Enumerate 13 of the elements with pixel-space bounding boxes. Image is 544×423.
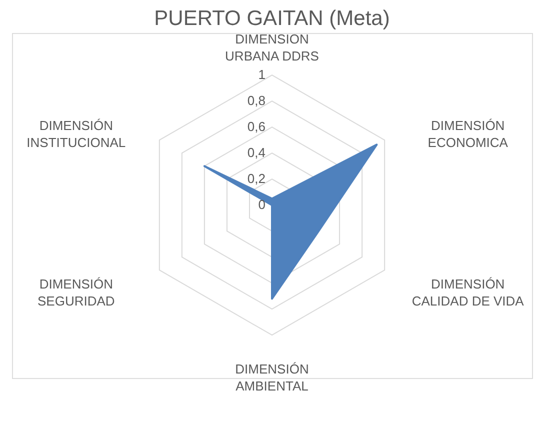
spoke-label: DIMENSIÓN AMBIENTAL (235, 362, 309, 394)
chart-title: PUERTO GAITAN (Meta) (154, 7, 390, 30)
spoke-label: DIMENSIÓN SEGURIDAD (38, 276, 115, 308)
y-tick-label: 0,8 (247, 93, 266, 108)
y-tick-label: 0 (258, 197, 266, 212)
y-tick-label: 1 (258, 67, 266, 82)
spoke-label: DIMENSIÓN INSTITUCIONAL (26, 118, 126, 150)
spoke-label: DIMENSION URBANA DDRS (225, 32, 320, 64)
spoke-label: DIMENSIÓN ECONOMICA (428, 118, 508, 150)
y-tick-label: 0,2 (247, 171, 266, 186)
y-tick-label: 0,6 (247, 119, 266, 134)
y-tick-label: 0,4 (247, 145, 266, 160)
spoke-label: DIMENSIÓN CALIDAD DE VIDA (412, 276, 524, 308)
